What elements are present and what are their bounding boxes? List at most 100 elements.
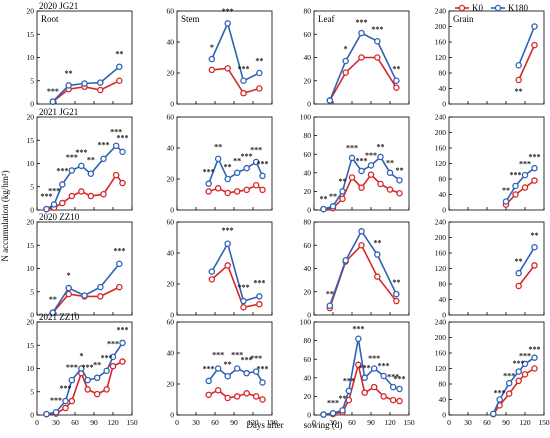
data-point-k180 xyxy=(87,170,95,177)
data-point-k0 xyxy=(243,390,250,397)
y-tick-label: 20 xyxy=(304,76,312,85)
y-tick-label: 240 xyxy=(435,218,447,227)
data-point-k0 xyxy=(370,383,378,391)
panel-0-3: 0 40 80 120 160 200 240 ** Grain xyxy=(435,7,545,109)
data-point-k180 xyxy=(370,365,378,372)
significance-label: *** xyxy=(365,151,377,160)
data-point-k0 xyxy=(389,396,397,404)
row-label: 2020 JG21 xyxy=(39,1,78,11)
series-line-k0 xyxy=(211,264,260,309)
y-tick-label: 200 xyxy=(435,233,447,242)
data-point-k180 xyxy=(214,155,222,163)
series-line-k0 xyxy=(52,286,120,314)
series-line-k180 xyxy=(329,32,398,101)
y-tick-label: 60 xyxy=(167,113,175,122)
data-point-k180 xyxy=(93,374,101,382)
significance-label: *** xyxy=(241,355,253,364)
column-label: Root xyxy=(41,14,59,24)
significance-label: ** xyxy=(515,257,523,266)
y-tick-label: 10 xyxy=(27,264,35,273)
data-point-k0 xyxy=(531,41,538,49)
x-tick-label: 90 xyxy=(230,418,238,427)
significance-label: ** xyxy=(386,158,394,167)
significance-label: *** xyxy=(257,160,269,169)
data-point-k0 xyxy=(214,185,222,192)
y-tick-label: 15 xyxy=(27,136,35,145)
data-point-k0 xyxy=(386,186,394,193)
data-point-k180 xyxy=(377,153,384,161)
significance-label: *** xyxy=(356,157,368,166)
y-tick-label: 0 xyxy=(442,411,446,420)
y-tick-label: 160 xyxy=(435,38,447,47)
significance-label: *** xyxy=(66,363,78,372)
significance-label: *** xyxy=(371,25,383,34)
y-tick-label: 0 xyxy=(170,100,174,109)
significance-label: *** xyxy=(241,152,253,161)
y-tick-label: 40 xyxy=(304,264,312,273)
y-tick-label: 120 xyxy=(435,364,447,373)
significance-label: *** xyxy=(378,362,390,371)
data-point-k0 xyxy=(348,174,356,181)
x-tick-label: 30 xyxy=(192,418,200,427)
data-point-k180 xyxy=(326,302,334,309)
data-point-k180 xyxy=(531,23,538,30)
data-point-k180 xyxy=(358,29,365,37)
data-point-k180 xyxy=(224,175,231,183)
data-point-k180 xyxy=(521,171,529,179)
x-tick-label: 0 xyxy=(447,418,451,427)
significance-label: *** xyxy=(346,143,358,152)
significance-label: ** xyxy=(233,157,241,166)
series-line-k0 xyxy=(517,44,536,81)
significance-label: ** xyxy=(339,177,347,186)
data-point-k180 xyxy=(68,376,76,384)
series-line-k180 xyxy=(517,26,536,66)
significance-label: *** xyxy=(48,187,60,196)
significance-label: *** xyxy=(519,160,531,169)
y-tick-label: 20 xyxy=(27,318,35,327)
y-tick-label: 60 xyxy=(167,7,175,16)
y-tick-label: 10 xyxy=(27,364,35,373)
x-axis-label-right: sowing (d) xyxy=(304,420,343,430)
y-axis-label: N accumulation (kg/hm²) xyxy=(0,170,10,261)
data-point-k0 xyxy=(103,386,110,393)
panel-frame xyxy=(313,116,410,211)
data-point-k180 xyxy=(502,198,510,205)
significance-label: ** xyxy=(502,186,510,195)
panel-frame xyxy=(176,10,273,105)
y-tick-label: 80 xyxy=(304,7,312,16)
x-tick-label: 0 xyxy=(35,418,39,427)
significance-label: *** xyxy=(98,141,110,150)
data-point-k0 xyxy=(256,300,263,308)
data-point-k180 xyxy=(259,172,266,180)
y-tick-label: 40 xyxy=(167,38,175,47)
y-tick-label: 0 xyxy=(442,311,446,320)
significance-label: *** xyxy=(494,389,506,398)
data-point-k0 xyxy=(393,297,400,305)
y-tick-label: 200 xyxy=(435,333,447,342)
x-tick-label: 150 xyxy=(538,418,550,427)
y-tick-label: 40 xyxy=(439,295,447,304)
significance-label: *** xyxy=(368,354,380,363)
y-tick-label: 40 xyxy=(304,373,312,382)
x-tick-label: 150 xyxy=(403,418,415,427)
y-tick-label: 20 xyxy=(27,218,35,227)
significance-label: *** xyxy=(113,247,125,256)
y-tick-label: 0 xyxy=(30,311,34,320)
y-tick-label: 20 xyxy=(167,175,175,184)
data-point-k0 xyxy=(224,262,231,269)
y-tick-label: 40 xyxy=(304,168,312,177)
y-tick-label: 40 xyxy=(439,84,447,93)
y-tick-label: 20 xyxy=(304,287,312,296)
data-point-k0 xyxy=(224,65,231,72)
significance-label: *** xyxy=(250,354,262,363)
data-point-k0 xyxy=(259,186,266,194)
y-tick-label: 10 xyxy=(27,159,35,168)
data-point-k0 xyxy=(65,290,72,298)
data-point-k180 xyxy=(339,188,346,195)
data-point-k180 xyxy=(259,379,266,386)
data-point-k0 xyxy=(512,191,519,198)
x-tick-label: 0 xyxy=(312,418,316,427)
significance-label: *** xyxy=(212,351,224,360)
data-point-k0 xyxy=(68,397,76,405)
data-point-k0 xyxy=(240,303,247,311)
